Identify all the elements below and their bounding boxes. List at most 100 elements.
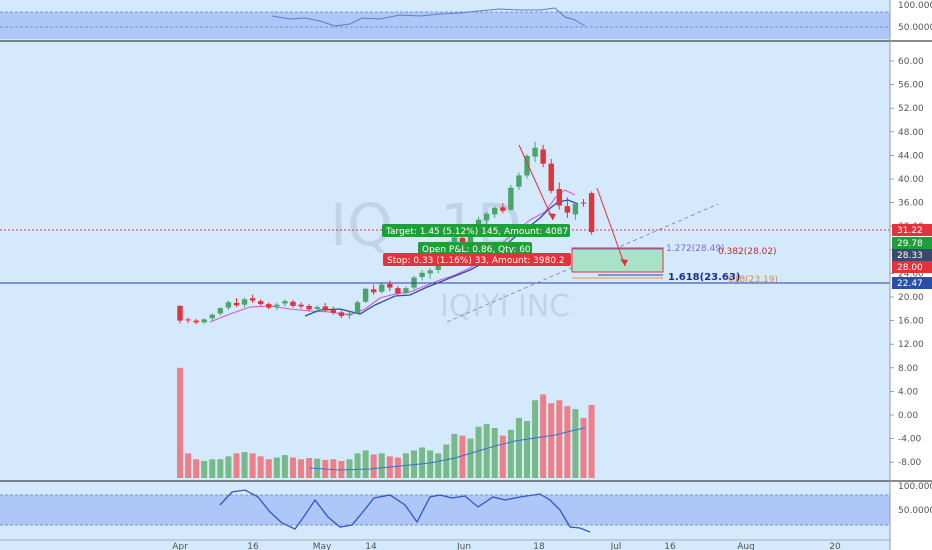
volume-bar (346, 459, 353, 478)
volume-bar (435, 453, 442, 478)
volume-bar (556, 400, 563, 478)
y-tick-label: 16.00 (898, 317, 924, 327)
x-tick-label: 16 (664, 542, 676, 550)
top-oscillator-band (0, 12, 890, 39)
candle (524, 154, 530, 179)
y-tick-label: 56.00 (898, 81, 924, 91)
volume-bar (289, 457, 296, 478)
volume-bar (201, 461, 208, 478)
candle (492, 206, 498, 218)
candle (572, 202, 579, 220)
ma-slow-line (304, 199, 579, 317)
candle (548, 158, 554, 194)
volume-bar (225, 456, 232, 478)
y-tick-label: -8.00 (898, 458, 922, 468)
price-axis-background (890, 0, 932, 550)
x-tick-label: 16 (247, 542, 259, 550)
candle (532, 141, 538, 162)
candle (564, 197, 571, 218)
price-badge-31-22: 31.22 (892, 224, 932, 236)
candle (354, 300, 361, 315)
moving-averages (209, 189, 586, 471)
open-pnl-label: Open P&L: 0.86, Qty: 60 (418, 242, 532, 255)
volume-bar (540, 394, 547, 478)
volume-bar (507, 429, 514, 478)
svg-text:29.78: 29.78 (897, 239, 923, 249)
x-tick-label: Jun (456, 542, 471, 550)
fib-label-618: 618(23.19) (728, 275, 778, 285)
volume-bar (378, 453, 385, 478)
volume-bar (475, 426, 482, 478)
candle (508, 184, 514, 211)
svg-text:28.00: 28.00 (897, 263, 923, 273)
volume-bar (564, 406, 571, 478)
volume-bar (257, 456, 264, 478)
stoch-tick-50: 50.0000 (898, 506, 932, 516)
volume-bar (467, 438, 474, 478)
candle (225, 300, 232, 310)
candle (241, 297, 248, 308)
x-tick-label: 18 (533, 542, 545, 550)
y-tick-label: 52.00 (898, 104, 924, 114)
volume-bar (249, 453, 256, 478)
svg-text:22.47: 22.47 (897, 279, 923, 289)
top-oscillator-line (271, 7, 586, 27)
candle (330, 306, 337, 315)
candle (387, 280, 393, 292)
volume-bar (532, 400, 539, 478)
candle (249, 294, 256, 303)
candle (395, 285, 401, 296)
volume-bar (298, 459, 305, 478)
volume-bar (241, 452, 248, 478)
svg-text:28.33: 28.33 (897, 251, 923, 261)
y-tick-label: 24.00 (898, 269, 924, 279)
volume-bar (419, 447, 426, 478)
candle (483, 212, 490, 227)
price-badge-22-47: 22.47 (892, 277, 932, 289)
candle (379, 282, 385, 294)
price-badge-28-00: 28.00 (892, 261, 932, 273)
target-label: Target: 1.45 (5.12%) 145, Amount: 4087 (382, 224, 570, 237)
volume-bar (491, 427, 498, 478)
candle (193, 318, 199, 325)
stoch-tick-100: 100.0000 (898, 482, 932, 492)
down-arrow-2 (596, 187, 628, 267)
volume-bar (209, 459, 216, 478)
candle (403, 286, 409, 295)
candle (233, 298, 240, 308)
fib-label-1272: 1.272(28.49) (666, 244, 725, 254)
volume-bar (177, 367, 183, 478)
volume-bar (185, 453, 192, 478)
time-axis: Apr 16 May 14 Jun 18 Jul 16 Aug 20 (0, 539, 890, 550)
volume-bar (330, 459, 337, 478)
candle (209, 313, 215, 321)
svg-text:Stop: 0.33 (1.16%) 33, Amount:: Stop: 0.33 (1.16%) 33, Amount: 3980.2 (387, 256, 565, 266)
candle (290, 299, 296, 308)
y-tick-label: 12.00 (898, 340, 924, 350)
volume-bar (483, 423, 490, 478)
candle (298, 302, 304, 309)
x-tick-label: Aug (737, 542, 755, 550)
volume-bar (580, 417, 587, 478)
y-tick-label: 48.00 (898, 128, 924, 138)
fib-label-1618: 1.618(23.63) (668, 272, 740, 283)
svg-text:Open P&L: 0.86, Qty: 60: Open P&L: 0.86, Qty: 60 (422, 245, 531, 255)
y-tick-label: 60.00 (898, 57, 924, 67)
x-tick-label: Apr (172, 542, 188, 550)
volume-bar (588, 404, 595, 478)
stop-label: Stop: 0.33 (1.16%) 33, Amount: 3980.2 (383, 253, 571, 266)
y-tick-label: 0.00 (898, 411, 918, 421)
volume-bar (451, 433, 458, 478)
volume-bar (217, 459, 224, 478)
volume-bar (233, 453, 240, 478)
candle (185, 317, 191, 323)
volume-bar (459, 435, 466, 478)
volume-bar (273, 457, 280, 478)
candle (258, 299, 264, 306)
volume-bar (515, 417, 522, 478)
candle (217, 307, 224, 316)
price-badge-29-78: 29.78 (892, 237, 932, 249)
volume-bar (548, 403, 555, 478)
volume-bar (265, 459, 272, 478)
